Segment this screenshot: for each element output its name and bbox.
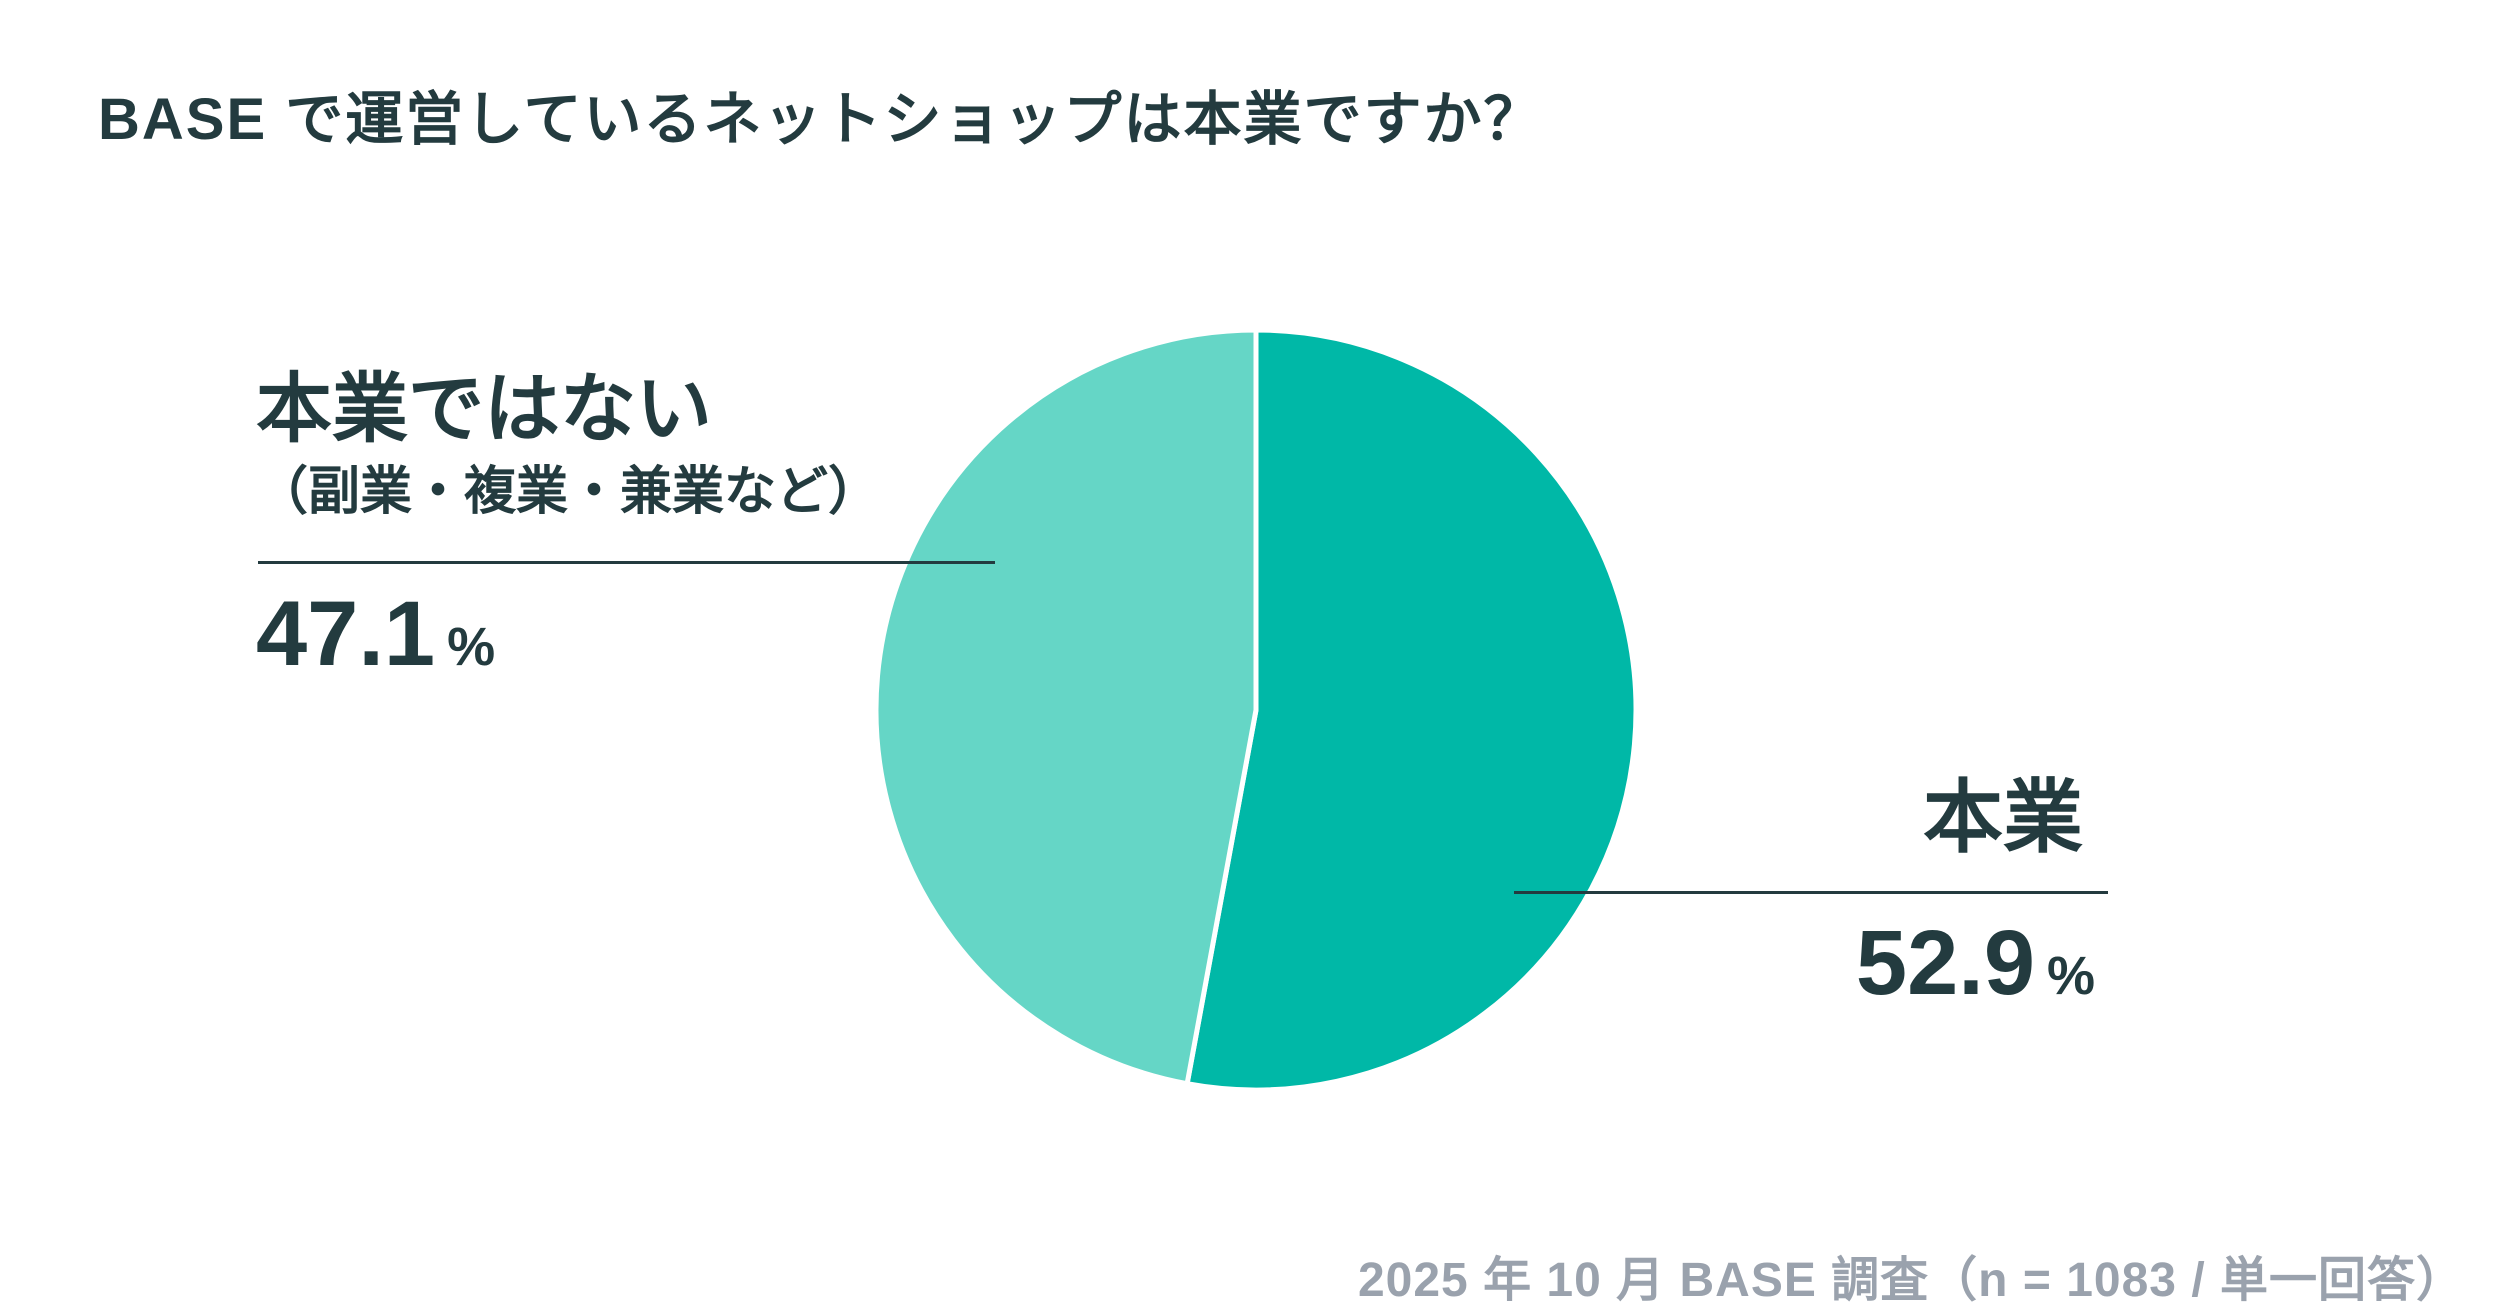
label-not-main-business: 本業ではない xyxy=(256,367,712,452)
sublabel-not-main-business: （副業・複業・兼業など） xyxy=(256,463,881,521)
source-note: 2025 年 10 月 BASE 調査（n = 1083 / 単一回答） xyxy=(1357,1254,2465,1307)
leader-line-left xyxy=(258,561,995,564)
value-number-right: 52.9 xyxy=(1855,912,2035,1014)
leader-line-right xyxy=(1514,891,2108,894)
value-not-main-business: 47.1% xyxy=(256,588,495,680)
pie-chart xyxy=(873,327,1639,1093)
label-main-business: 本業 xyxy=(1923,773,2083,862)
pie-slice-1-not-main-business xyxy=(873,327,1259,1087)
percent-sign-right: % xyxy=(2046,946,2095,1006)
value-number-left: 47.1 xyxy=(256,583,436,685)
value-main-business: 52.9% xyxy=(1856,917,2095,1009)
pie-slice-0-main-business xyxy=(1184,327,1639,1093)
percent-sign-left: % xyxy=(447,617,496,677)
page-title: BASE で運営しているネットショップは本業ですか？ xyxy=(98,87,1544,152)
